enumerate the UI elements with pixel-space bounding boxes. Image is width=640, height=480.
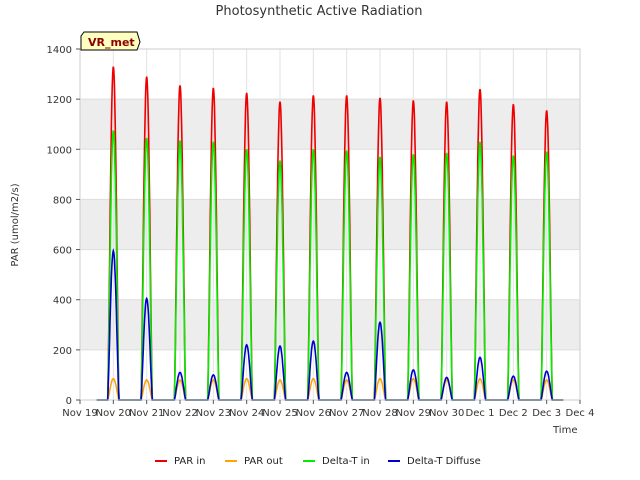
x-tick-label: Nov 30	[429, 408, 464, 419]
plot-background	[80, 49, 580, 400]
x-tick-label: Dec 1	[466, 408, 495, 419]
grid-lines	[79, 48, 581, 401]
station-badge-label: VR_met	[88, 36, 135, 49]
y-tick-label: 400	[53, 296, 72, 307]
legend-label: PAR in	[174, 456, 205, 467]
y-axis: 0 200 400 600 800 1000 1200 1400	[47, 45, 80, 407]
background-band	[80, 249, 580, 300]
x-tick-label: Nov 20	[96, 408, 131, 419]
background-band	[80, 149, 580, 200]
y-tick-label: 1400	[47, 45, 72, 56]
background-band	[80, 199, 580, 250]
legend-label: Delta-T Diffuse	[407, 456, 481, 467]
station-badge: VR_met	[80, 31, 141, 51]
chart-title: Photosynthetic Active Radiation	[216, 4, 423, 19]
x-tick-label: Nov 22	[162, 408, 197, 419]
background-band	[80, 349, 580, 400]
x-tick-label: Dec 2	[499, 408, 528, 419]
background-band	[80, 49, 580, 100]
y-tick-label: 800	[53, 195, 72, 206]
x-tick-label: Nov 25	[262, 408, 297, 419]
x-tick-label: Nov 24	[229, 408, 264, 419]
y-tick-label: 1000	[47, 145, 72, 156]
x-tick-label: Nov 27	[329, 408, 364, 419]
legend-label: PAR out	[244, 456, 283, 467]
legend-label: Delta-T in	[322, 456, 370, 467]
y-tick-label: 200	[53, 346, 72, 357]
y-tick-label: 1200	[47, 95, 72, 106]
background-band	[80, 99, 580, 150]
background-band	[80, 299, 580, 350]
x-tick-label: Nov 29	[396, 408, 431, 419]
x-tick-label: Nov 23	[196, 408, 231, 419]
y-axis-title: PAR (umol/m2/s)	[10, 183, 21, 266]
x-tick-label: Nov 28	[362, 408, 397, 419]
x-axis-title: Time	[552, 425, 577, 436]
x-tick-label: Dec 3	[532, 408, 561, 419]
legend: PAR in PAR out Delta-T in Delta-T Diffuse	[155, 456, 481, 467]
y-tick-label: 600	[53, 246, 72, 257]
x-tick-label: Dec 4	[566, 408, 595, 419]
y-tick-label: 0	[66, 396, 72, 407]
x-tick-label: Nov 26	[296, 408, 331, 419]
plot-frame	[79, 48, 581, 401]
x-tick-label: Nov 19	[62, 408, 97, 419]
x-tick-label: Nov 21	[129, 408, 164, 419]
